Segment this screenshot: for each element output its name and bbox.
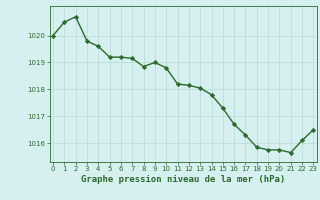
X-axis label: Graphe pression niveau de la mer (hPa): Graphe pression niveau de la mer (hPa) (81, 175, 285, 184)
